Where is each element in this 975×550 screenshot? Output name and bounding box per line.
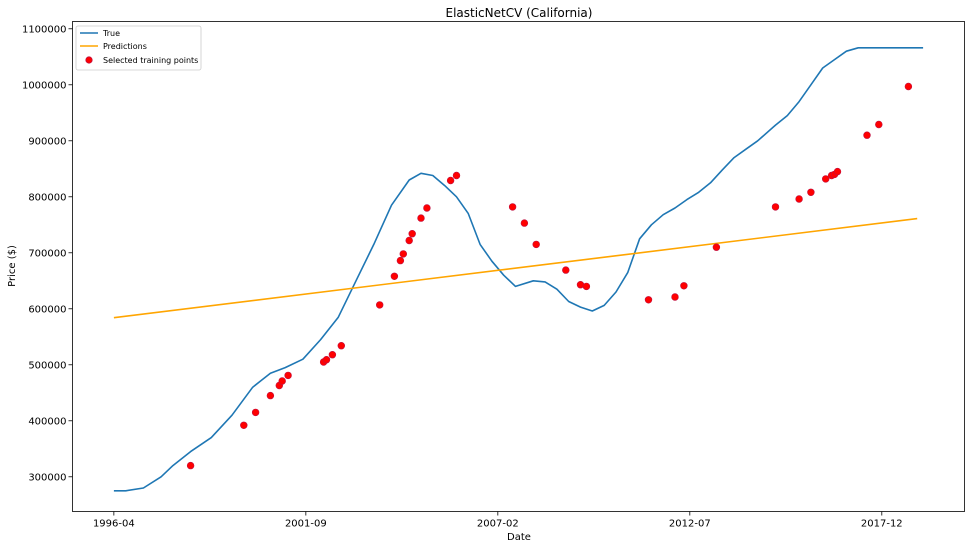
x-tick-label: 2007-02	[477, 519, 519, 530]
training-point	[376, 301, 384, 309]
training-point	[452, 171, 461, 180]
y-tick-label: 600000	[28, 304, 66, 315]
training-point	[795, 195, 803, 203]
training-point	[562, 266, 570, 274]
series-true-line	[113, 46, 924, 492]
legend: True Predictions Selected training point…	[75, 25, 202, 71]
plot-area	[113, 46, 924, 492]
legend-points-label: Selected training points	[103, 56, 198, 65]
x-axis: 1996-04 2001-09 2007-02 2012-07 2017-12	[93, 511, 903, 530]
legend-points-swatch	[85, 56, 93, 64]
y-tick-label: 300000	[28, 472, 66, 483]
training-point	[582, 282, 591, 291]
x-tick-label: 2017-12	[861, 519, 903, 530]
plot-frame	[72, 21, 965, 512]
y-tick-label: 700000	[28, 248, 66, 259]
training-point	[396, 256, 405, 265]
training-point	[399, 250, 407, 258]
training-point	[520, 219, 529, 227]
training-point	[251, 408, 260, 417]
x-axis-label: Date	[507, 532, 531, 543]
training-point	[322, 356, 331, 364]
x-tick-label: 1996-04	[93, 519, 135, 530]
training-point	[186, 461, 195, 470]
training-point	[833, 167, 842, 176]
chart-title: ElasticNetCV (California)	[446, 6, 593, 20]
training-point	[417, 214, 425, 222]
training-point	[240, 421, 248, 429]
y-tick-label: 900000	[28, 136, 66, 147]
training-point	[266, 391, 275, 400]
training-point	[863, 131, 871, 139]
training-point	[875, 120, 883, 129]
x-tick-label: 2012-07	[669, 519, 711, 530]
training-point	[671, 293, 679, 301]
training-point	[408, 230, 416, 238]
series-predictions-line	[113, 217, 918, 319]
training-point	[405, 236, 413, 245]
y-tick-label: 1100000	[22, 24, 67, 35]
training-point	[771, 203, 780, 211]
training-point	[644, 296, 653, 304]
y-axis-label: Price ($)	[7, 245, 18, 287]
training-point	[328, 351, 337, 359]
training-point	[278, 377, 286, 385]
training-point	[712, 243, 721, 251]
training-point	[904, 82, 913, 91]
legend-box	[75, 25, 202, 71]
training-point	[532, 240, 540, 249]
training-point	[680, 282, 688, 290]
training-point	[508, 203, 517, 211]
training-point	[821, 175, 830, 183]
y-tick-label: 800000	[28, 192, 66, 203]
training-point	[337, 342, 345, 350]
training-point	[284, 371, 292, 380]
y-tick-label: 500000	[28, 360, 66, 371]
training-point	[807, 188, 815, 197]
legend-true-label: True	[102, 29, 120, 38]
y-tick-label: 1000000	[22, 80, 67, 91]
x-tick-label: 2001-09	[285, 519, 327, 530]
legend-predictions-label: Predictions	[103, 42, 147, 51]
y-tick-label: 400000	[28, 416, 66, 427]
training-point	[446, 176, 455, 185]
training-point	[423, 204, 431, 212]
y-axis: 300000 400000 500000 600000 700000 800000 9000…	[22, 24, 73, 483]
training-point	[390, 272, 399, 280]
